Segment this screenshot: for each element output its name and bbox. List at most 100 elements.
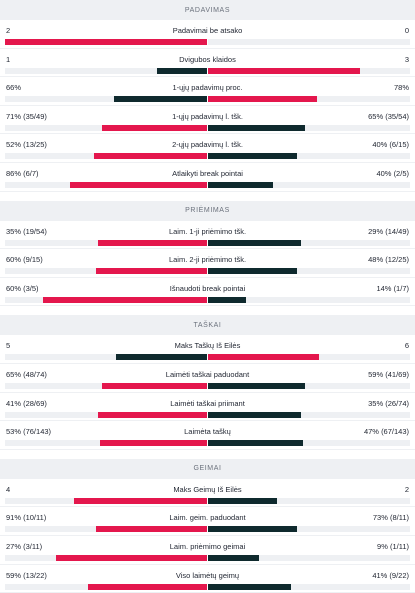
left-bar-track [5,440,207,446]
stat-right-value: 59% (41/69) [368,370,409,379]
left-bar-track [5,555,207,561]
left-bar-track [5,354,207,360]
stat-label: 1-ųjų padavimų l. tšk. [0,112,415,121]
stat-label: 2-ųjų padavimų l. tšk. [0,140,415,149]
right-bar-track [208,526,410,532]
left-bar-track [5,182,207,188]
right-bar-fill [208,584,291,590]
right-bar-track [208,125,410,131]
stat-right-value: 65% (35/54) [368,112,409,121]
right-bar-fill [208,412,301,418]
stat-label: 1-ųjų padavimų proc. [0,83,415,92]
left-bar-fill [102,383,207,389]
stat-right-value: 48% (12/25) [368,255,409,264]
section-header: GEIMAI [0,459,415,479]
left-bar-track [5,39,207,45]
left-bar-track [5,268,207,274]
right-bar-track [208,153,410,159]
left-bar-fill [70,182,207,188]
right-bar-fill [208,383,305,389]
right-bar-track [208,268,410,274]
stat-right-value: 41% (9/22) [372,571,409,580]
stat-right-value: 35% (26/74) [368,399,409,408]
right-bar-track [208,555,410,561]
left-bar-fill [96,268,207,274]
right-bar-track [208,440,410,446]
left-bar-track [5,125,207,131]
left-bar-track [5,153,207,159]
stat-right-value: 0 [405,26,409,35]
left-bar-fill [94,153,207,159]
stat-right-value: 2 [405,485,409,494]
left-bar-track [5,584,207,590]
section-spacer [0,306,415,315]
stat-right-value: 78% [394,83,409,92]
left-bar-fill [102,125,207,131]
left-bar-track [5,297,207,303]
stat-label: Padavimai be atsako [0,26,415,35]
stat-right-value: 29% (14/49) [368,227,409,236]
right-bar-fill [208,526,297,532]
stat-row: 60% (9/15)Laim. 2-ji priėmimo tšk.48% (1… [0,249,415,278]
right-bar-track [208,68,410,74]
right-bar-fill [208,498,277,504]
left-bar-fill [43,297,207,303]
stat-label: Laim. 1-ji priėmimo tšk. [0,227,415,236]
section-header: PADAVIMAS [0,0,415,20]
right-bar-track [208,354,410,360]
section-header: PRIĖMIMAS [0,201,415,221]
left-bar-track [5,526,207,532]
right-bar-fill [208,297,246,303]
stat-row: 35% (19/54)Laim. 1-ji priėmimo tšk.29% (… [0,221,415,250]
right-bar-fill [208,182,273,188]
left-bar-track [5,498,207,504]
right-bar-fill [208,96,317,102]
left-bar-fill [114,96,207,102]
left-bar-fill [96,526,207,532]
left-bar-fill [100,440,207,446]
right-bar-fill [208,440,303,446]
right-bar-fill [208,555,259,561]
right-bar-fill [208,68,360,74]
left-bar-fill [98,240,207,246]
section-header: TAŠKAI [0,315,415,335]
right-bar-track [208,39,410,45]
left-bar-track [5,412,207,418]
stat-label: Laim. geim. paduodant [0,513,415,522]
left-bar-track [5,383,207,389]
right-bar-fill [208,268,297,274]
stat-right-value: 40% (6/15) [372,140,409,149]
left-bar-fill [116,354,207,360]
right-bar-track [208,297,410,303]
left-bar-track [5,240,207,246]
stat-label: Laimėta taškų [0,427,415,436]
right-bar-track [208,182,410,188]
stat-right-value: 14% (1/7) [376,284,409,293]
stat-label: Laim. priėmimo geimai [0,542,415,551]
stat-right-value: 9% (1/11) [377,542,409,551]
stat-row: 66%1-ųjų padavimų proc.78% [0,77,415,106]
stat-label: Laimėti taškai priimant [0,399,415,408]
right-bar-track [208,383,410,389]
left-bar-fill [157,68,208,74]
stat-label: Laimėti taškai paduodant [0,370,415,379]
left-bar-fill [88,584,207,590]
section-spacer [0,450,415,459]
stat-row: 71% (35/49)1-ųjų padavimų l. tšk.65% (35… [0,106,415,135]
stat-right-value: 40% (2/5) [376,169,409,178]
left-bar-fill [98,412,207,418]
left-bar-track [5,96,207,102]
left-bar-fill [56,555,208,561]
stat-label: Išnaudoti break pointai [0,284,415,293]
section-spacer [0,192,415,201]
